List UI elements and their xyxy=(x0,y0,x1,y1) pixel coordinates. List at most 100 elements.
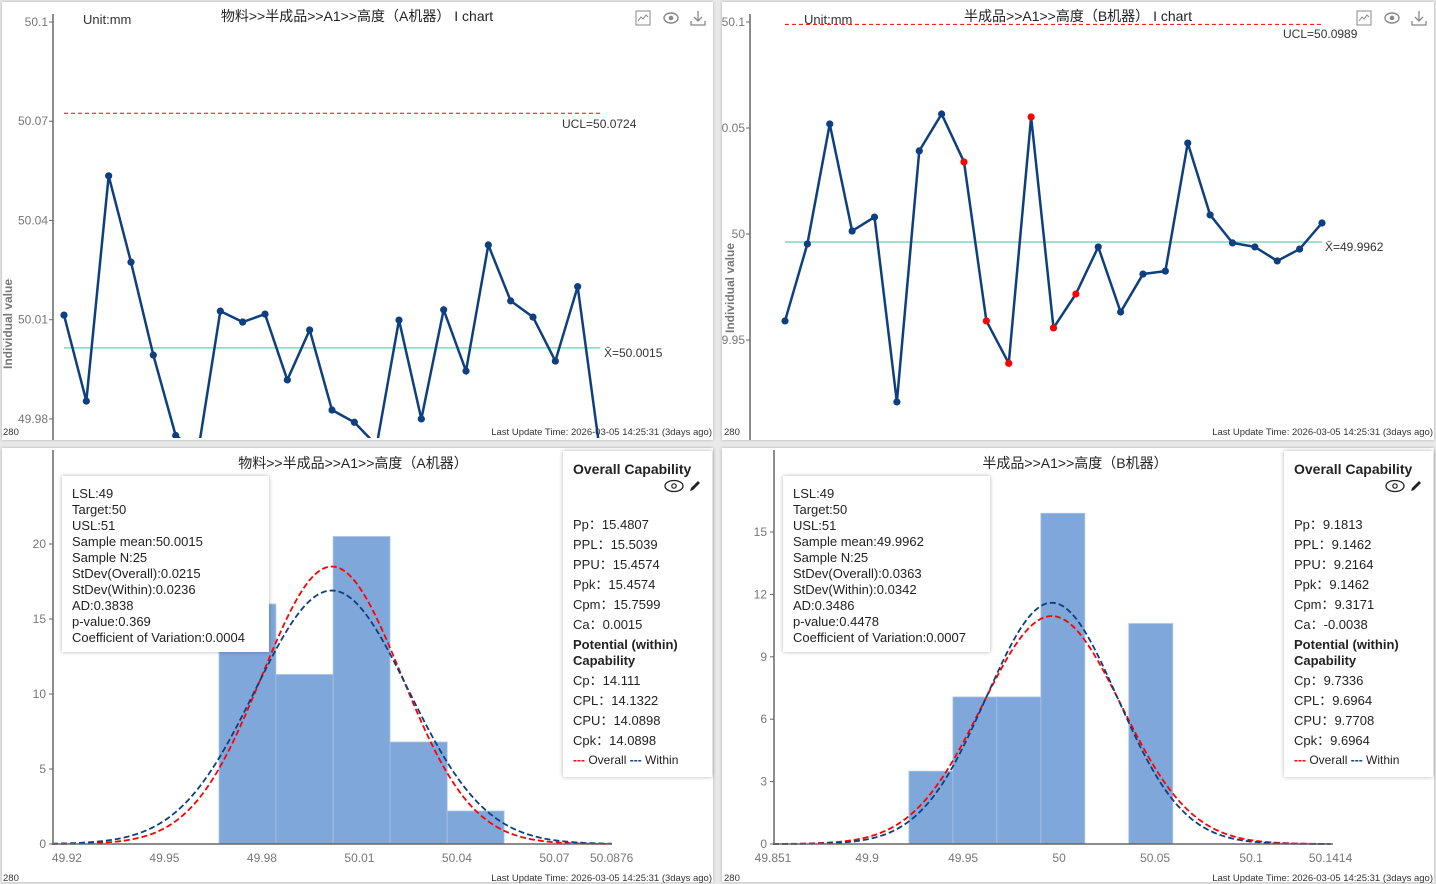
eye-icon[interactable] xyxy=(1384,10,1400,26)
stat-line: StDev(Overall):0.0363 xyxy=(793,566,922,581)
alarm-data-point[interactable] xyxy=(1049,324,1058,332)
line-chart-icon[interactable] xyxy=(635,10,651,26)
alarm-data-point[interactable] xyxy=(1005,359,1013,367)
data-point[interactable] xyxy=(938,110,946,118)
overall-capability-index: Pp：9.1813 xyxy=(1294,517,1363,532)
histogram-bar[interactable] xyxy=(275,674,334,845)
histogram-bar[interactable] xyxy=(1040,512,1086,845)
data-point[interactable] xyxy=(848,227,856,235)
data-point[interactable] xyxy=(484,241,492,249)
data-point[interactable] xyxy=(574,283,582,291)
stat-line: StDev(Within):0.0236 xyxy=(72,582,196,597)
potential-capability-index: Cp：9.7336 xyxy=(1294,673,1364,688)
data-point[interactable] xyxy=(1184,139,1192,147)
statistics-box: LSL:49 Target:50 USL:51 Sample mean:49.9962… xyxy=(783,476,990,652)
stat-line: Coefficient of Variation:0.0007 xyxy=(793,630,966,645)
data-point[interactable] xyxy=(149,351,157,359)
data-point[interactable] xyxy=(350,418,358,426)
data-point[interactable] xyxy=(239,318,247,326)
eye-icon[interactable] xyxy=(663,10,679,26)
data-point[interactable] xyxy=(1228,239,1237,247)
data-point[interactable] xyxy=(1094,243,1102,251)
stat-line: Sample mean:50.0015 xyxy=(72,534,203,549)
alarm-data-point[interactable] xyxy=(960,158,968,166)
eye-icon[interactable] xyxy=(664,479,685,493)
footer-id: 280 xyxy=(724,873,740,884)
overall-capability-index: Cpm：15.7599 xyxy=(573,597,661,612)
data-point[interactable] xyxy=(60,311,68,319)
data-point[interactable] xyxy=(1273,257,1281,265)
potential-capability-heading: Potential (within) Capability xyxy=(1294,637,1399,668)
data-point[interactable] xyxy=(216,307,224,315)
data-point[interactable] xyxy=(826,120,834,128)
data-point[interactable] xyxy=(306,326,314,334)
y-axis-label: Individual value xyxy=(723,242,737,333)
data-point[interactable] xyxy=(915,147,923,155)
histogram-title: 半成品>>A1>>高度（B机器） xyxy=(982,455,1168,471)
legend-within-swatch: --- xyxy=(629,753,642,767)
last-update-time: Last Update Time: 2026-03-05 14:25:31 (3… xyxy=(491,873,712,884)
histogram-bar[interactable] xyxy=(952,696,998,845)
potential-capability-index: CPU：9.7708 xyxy=(1294,713,1375,728)
eye-icon[interactable] xyxy=(1385,479,1406,493)
alarm-data-point[interactable] xyxy=(1027,113,1035,121)
download-icon[interactable] xyxy=(1411,10,1427,26)
data-point[interactable] xyxy=(82,397,90,405)
curve-legend: --- Overall --- Within xyxy=(573,753,702,767)
legend-overall-swatch: --- xyxy=(1294,753,1306,767)
download-icon[interactable] xyxy=(690,10,706,26)
data-point[interactable] xyxy=(803,240,811,248)
data-point[interactable] xyxy=(1139,270,1147,278)
data-point[interactable] xyxy=(1206,211,1214,219)
data-point[interactable] xyxy=(440,306,448,314)
data-point[interactable] xyxy=(781,317,789,325)
histogram-bar[interactable] xyxy=(389,741,448,845)
pencil-icon[interactable] xyxy=(1409,479,1423,493)
data-point[interactable] xyxy=(127,258,135,266)
overall-capability-index: Pp：15.4807 xyxy=(573,517,649,532)
data-point[interactable] xyxy=(261,310,269,318)
data-point[interactable] xyxy=(507,297,515,305)
stat-line: LSL:49 xyxy=(793,486,835,501)
data-point[interactable] xyxy=(529,313,537,321)
histogram-bar[interactable] xyxy=(332,536,391,845)
data-point[interactable] xyxy=(462,367,470,375)
capability-box: Overall Capability Pp：15.4807 PPL：15.5039… xyxy=(563,451,712,777)
stat-line: p-value:0.4478 xyxy=(793,614,880,629)
data-point[interactable] xyxy=(172,431,180,439)
line-chart-icon[interactable] xyxy=(1356,10,1372,26)
data-point[interactable] xyxy=(1117,308,1125,316)
data-point[interactable] xyxy=(417,415,425,423)
stat-line: Sample N:25 xyxy=(793,550,869,565)
y-axis-label: Individual value xyxy=(1,278,15,369)
alarm-data-point[interactable] xyxy=(982,317,990,325)
histogram-bar[interactable] xyxy=(446,810,505,845)
pencil-icon[interactable] xyxy=(688,479,702,493)
data-point[interactable] xyxy=(551,357,559,365)
data-point[interactable] xyxy=(395,316,403,324)
chart-title: 半成品>>A1>>高度（B机器） I chart xyxy=(964,8,1192,24)
x-tick-label: 50.05 xyxy=(1140,851,1170,865)
data-point[interactable] xyxy=(870,213,879,221)
y-tick-label: 15 xyxy=(33,612,47,626)
y-tick-label: 9 xyxy=(760,650,767,664)
i-chart-a: 50.1 50.07 50.04 50.01 49.98 xyxy=(18,14,600,440)
data-point[interactable] xyxy=(1296,245,1304,253)
data-point[interactable] xyxy=(1251,243,1259,251)
data-point[interactable] xyxy=(1161,267,1169,275)
data-point[interactable] xyxy=(328,406,336,414)
data-point[interactable] xyxy=(893,398,901,406)
histogram-bar[interactable] xyxy=(996,696,1042,845)
statistics-box: LSL:49 Target:50 USL:51 Sample mean:50.0015… xyxy=(62,476,269,652)
series-line xyxy=(62,175,600,438)
x-tick-label: 49.9 xyxy=(855,851,879,865)
footer-id: 280 xyxy=(3,873,19,884)
unit-label: Unit:mm xyxy=(83,12,132,27)
i-chart-b: 50.1 50.05 50 49.95 xyxy=(722,14,1326,440)
alarm-data-point[interactable] xyxy=(1072,290,1080,298)
histogram-bar[interactable] xyxy=(908,770,954,845)
data-point[interactable] xyxy=(283,376,291,384)
stat-line: Sample N:25 xyxy=(72,550,148,565)
data-point[interactable] xyxy=(105,172,113,180)
data-point[interactable] xyxy=(1318,219,1326,227)
